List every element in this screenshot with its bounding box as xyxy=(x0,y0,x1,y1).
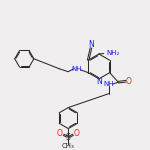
Text: O: O xyxy=(57,129,63,138)
Text: NH: NH xyxy=(71,66,82,72)
Text: O: O xyxy=(74,129,80,138)
Text: NH₂: NH₂ xyxy=(106,50,120,56)
Text: NH: NH xyxy=(103,81,114,87)
Text: S: S xyxy=(66,133,71,142)
Text: O: O xyxy=(126,77,132,86)
Text: CH₃: CH₃ xyxy=(62,143,75,149)
Text: N: N xyxy=(96,77,102,86)
Text: N: N xyxy=(88,40,94,49)
